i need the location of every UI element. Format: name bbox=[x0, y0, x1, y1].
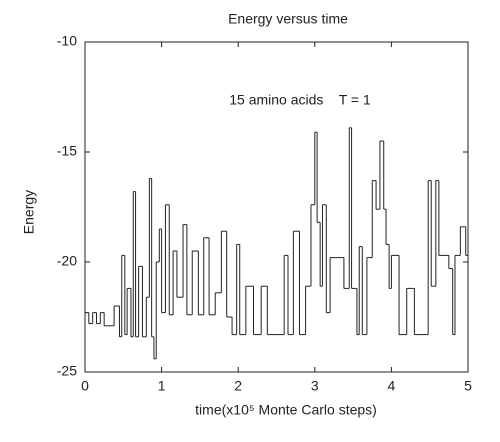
x-tick-label: 3 bbox=[311, 378, 319, 394]
x-axis-label: time(x10⁵ Monte Carlo steps) bbox=[195, 402, 377, 418]
x-tick-label: 1 bbox=[158, 378, 166, 394]
annotation: 15 amino acids T = 1 bbox=[229, 92, 371, 108]
y-axis-label: Energy bbox=[21, 190, 37, 234]
plot-frame bbox=[84, 41, 469, 373]
y-tick-label: -20 bbox=[57, 253, 77, 269]
x-tick-label: 5 bbox=[464, 378, 472, 394]
x-tick-label: 2 bbox=[234, 378, 242, 394]
x-tick-label: 4 bbox=[388, 378, 396, 394]
x-tick-label: 0 bbox=[81, 378, 89, 394]
chart-title: Energy versus time bbox=[228, 11, 348, 27]
y-tick-label: -25 bbox=[57, 363, 77, 379]
y-tick-label: -10 bbox=[57, 33, 77, 49]
y-tick-label: -15 bbox=[57, 143, 77, 159]
